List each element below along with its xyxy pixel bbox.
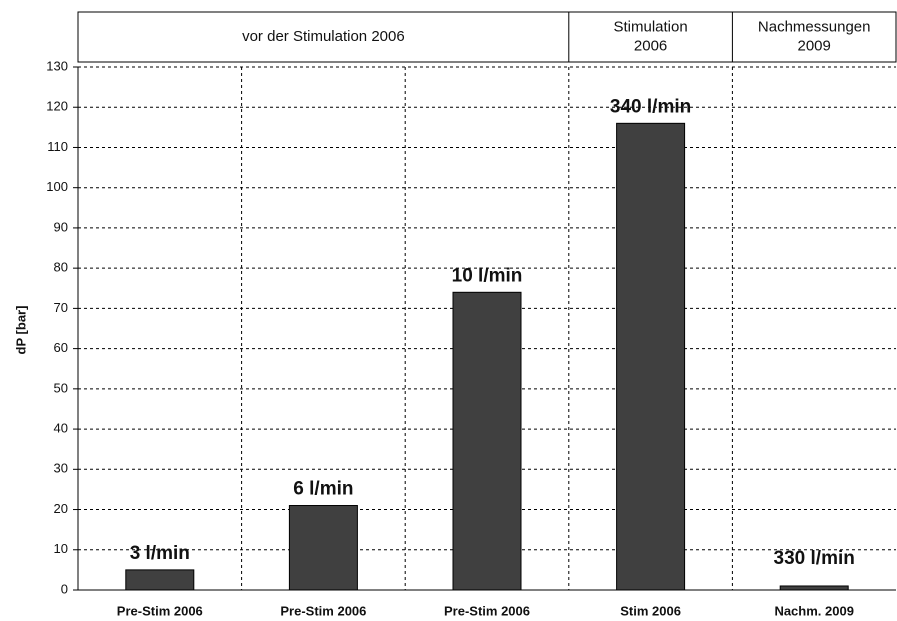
bar [288, 505, 358, 591]
header-label: 2009 [798, 37, 831, 54]
y-tick-label: 70 [54, 300, 68, 315]
x-tick-label: Pre-Stim 2006 [280, 603, 366, 618]
annotation: 330 l/min [774, 548, 855, 569]
x-tick-label: Pre-Stim 2006 [444, 603, 530, 618]
y-tick-label: 50 [54, 380, 68, 395]
annotation: 10 l/min [452, 265, 523, 286]
y-tick-label: 120 [46, 99, 68, 114]
header-label: Stimulation [613, 18, 687, 35]
bar [452, 291, 522, 591]
y-tick-label: 20 [54, 501, 68, 516]
bar [616, 122, 686, 591]
header-label: Nachmessungen [758, 18, 871, 35]
x-tick-label: Pre-Stim 2006 [117, 603, 203, 618]
x-tick-label: Nachm. 2009 [774, 603, 854, 618]
annotation: 6 l/min [293, 479, 353, 500]
y-tick-label: 40 [54, 421, 68, 436]
y-tick-label: 0 [61, 581, 68, 596]
y-tick-label: 60 [54, 340, 68, 355]
y-tick-label: 110 [47, 139, 68, 154]
header-label: 2006 [634, 37, 667, 54]
y-tick-label: 80 [54, 260, 68, 275]
y-tick-label: 90 [54, 219, 68, 234]
annotation: 3 l/min [130, 543, 190, 564]
annotation: 340 l/min [610, 96, 691, 117]
bar [125, 569, 195, 591]
y-tick-label: 100 [46, 179, 68, 194]
bar [779, 585, 849, 591]
y-tick-label: 30 [54, 461, 68, 476]
y-axis-label: dP [bar] [13, 306, 28, 355]
header-label: vor der Stimulation 2006 [242, 28, 405, 45]
y-tick-label: 130 [46, 58, 68, 73]
header-frame [77, 11, 897, 63]
x-tick-label: Stim 2006 [620, 603, 681, 618]
y-tick-label: 10 [54, 541, 68, 556]
